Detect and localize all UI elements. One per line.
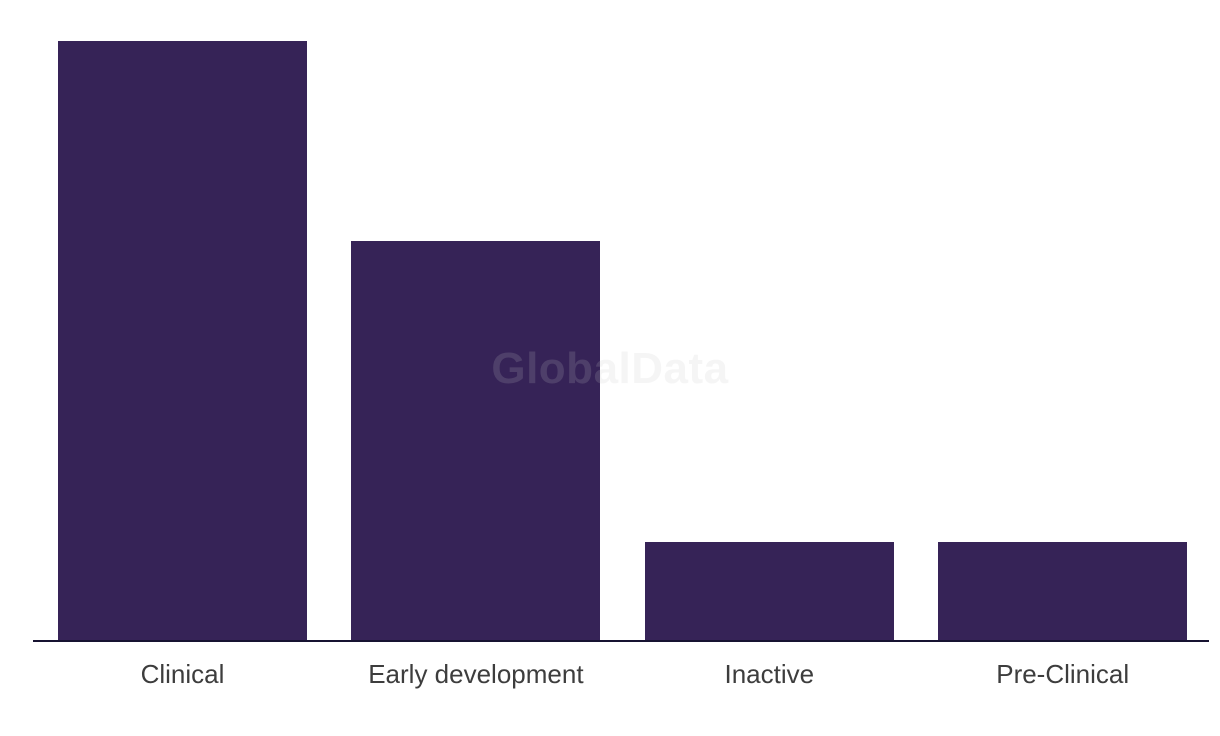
- x-axis-line: [33, 640, 1209, 642]
- bar-pre-clinical: [938, 542, 1188, 640]
- bar-clinical: [58, 41, 307, 640]
- bar-early-development: [351, 241, 601, 640]
- bar-inactive: [644, 542, 894, 640]
